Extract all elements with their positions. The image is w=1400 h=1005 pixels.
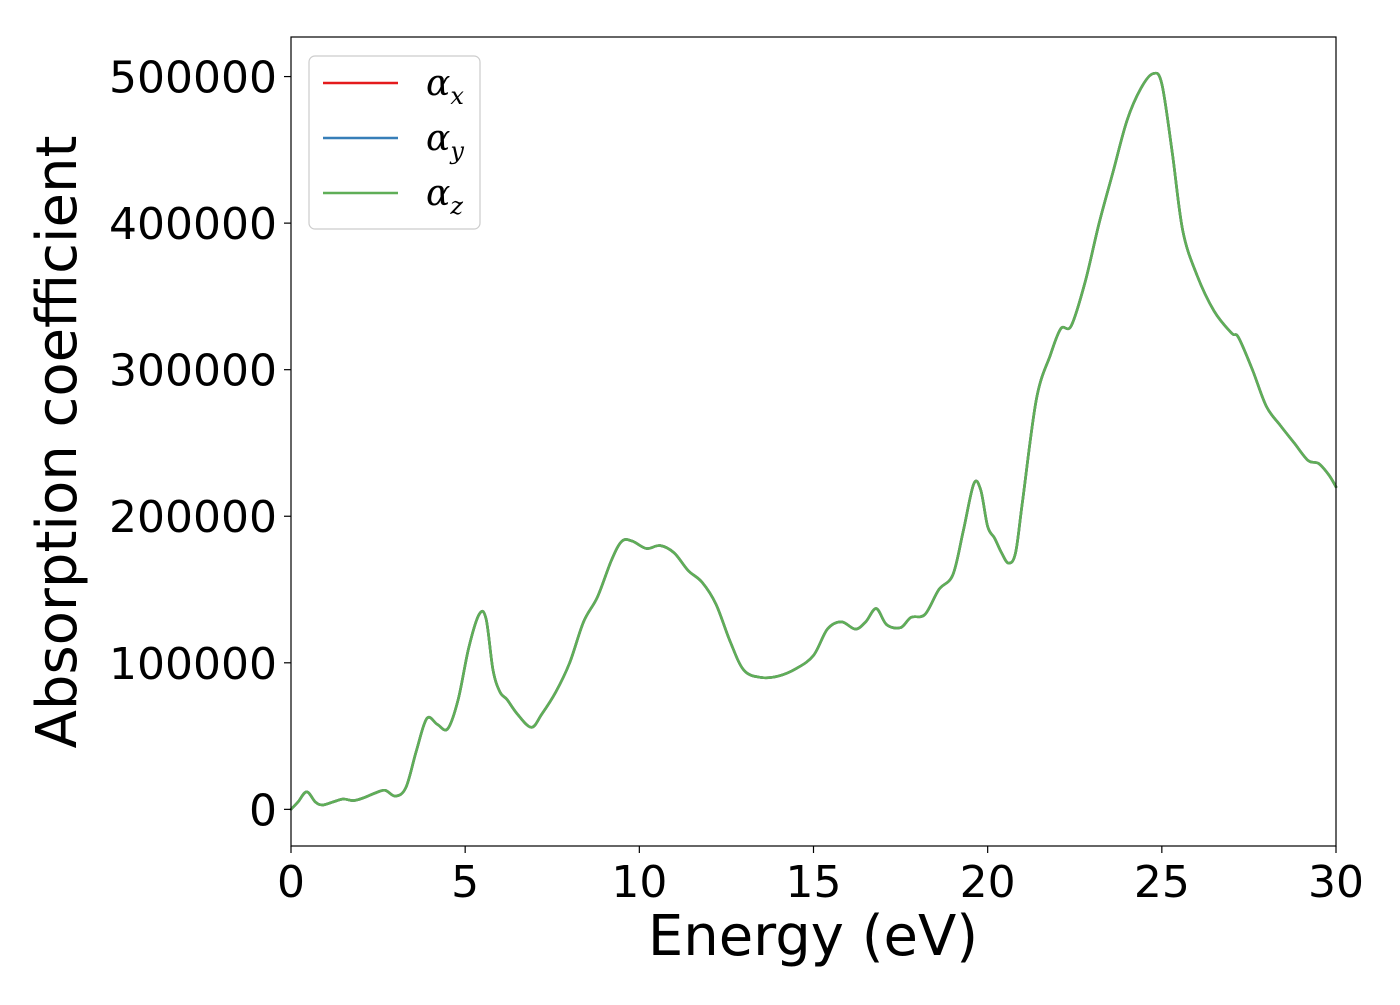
y-tick-label: 0: [249, 785, 277, 836]
y-tick-label: 100000: [109, 639, 277, 690]
x-axis-ticks: 0 5 10 15 20 25 30: [277, 846, 1364, 908]
series-line-αz: [289, 71, 1338, 811]
y-tick-label: 400000: [109, 199, 277, 250]
x-tick-label: 30: [1308, 857, 1364, 908]
x-tick-label: 20: [960, 857, 1016, 908]
y-tick-label: 300000: [109, 346, 277, 397]
x-tick-label: 0: [277, 857, 305, 908]
y-tick-label: 200000: [109, 492, 277, 543]
x-tick-label: 25: [1134, 857, 1190, 908]
y-axis-ticks: 0 100000 200000 300000 400000 500000: [109, 53, 291, 836]
x-tick-label: 5: [451, 857, 479, 908]
x-axis-title: Energy (eV): [648, 904, 978, 969]
y-tick-label: 500000: [109, 53, 277, 104]
x-tick-label: 15: [786, 857, 842, 908]
legend-box: [308, 55, 481, 230]
series-layer: [289, 71, 1338, 811]
y-axis-title: Absorption coefficient: [25, 136, 90, 749]
x-tick-label: 10: [611, 857, 667, 908]
